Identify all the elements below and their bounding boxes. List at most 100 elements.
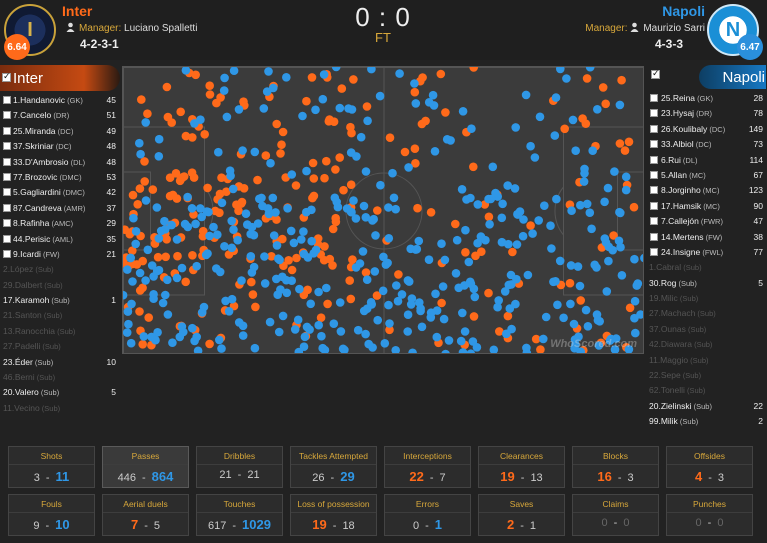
player-checkbox[interactable] [3, 188, 11, 197]
player-name[interactable]: 2.López (Sub) [3, 264, 54, 274]
player-name[interactable]: 24.Insigne (FWL) [661, 247, 723, 257]
player-checkbox[interactable] [3, 249, 11, 258]
player-row[interactable]: 7.Cancelo (DR) 51 [0, 108, 120, 123]
player-checkbox[interactable] [650, 170, 658, 179]
player-name[interactable]: 11.Maggio (Sub) [649, 355, 709, 365]
player-name[interactable]: 5.Gagliardini (DMC) [13, 187, 85, 197]
player-name[interactable]: 42.Diawara (Sub) [649, 339, 712, 349]
player-name[interactable]: 8.Jorginho (MC) [661, 185, 719, 195]
player-name[interactable]: 17.Karamoh (Sub) [3, 295, 70, 305]
player-row[interactable]: 24.Insigne (FWL) 77 [647, 245, 767, 260]
player-checkbox[interactable] [650, 186, 658, 195]
player-name[interactable]: 8.Rafinha (AMC) [13, 218, 73, 228]
stat-tile[interactable]: Punches 0-0 [666, 494, 753, 536]
player-row[interactable]: 19.Milic (Sub) [647, 291, 767, 306]
player-checkbox[interactable] [3, 126, 11, 135]
player-row[interactable]: 14.Mertens (FW) 38 [647, 230, 767, 245]
player-checkbox[interactable] [650, 155, 658, 164]
player-name[interactable]: 62.Tonelli (Sub) [649, 385, 705, 395]
player-row[interactable]: 44.Perisic (AML) 35 [0, 232, 120, 247]
player-name[interactable]: 77.Brozovic (DMC) [13, 172, 82, 182]
player-checkbox[interactable] [650, 109, 658, 118]
player-row[interactable]: 17.Karamoh (Sub) 1 [0, 293, 120, 308]
player-checkbox[interactable] [3, 142, 11, 151]
player-name[interactable]: 19.Milic (Sub) [649, 293, 698, 303]
player-row[interactable]: 8.Jorginho (MC) 123 [647, 183, 767, 198]
player-row[interactable]: 33.Albiol (DC) 73 [647, 137, 767, 152]
napoli-crest-icon[interactable]: N [707, 4, 759, 56]
home-team-name[interactable]: Inter [62, 3, 93, 19]
stat-tile[interactable]: Fouls 9-10 [8, 494, 95, 536]
player-name[interactable]: 87.Candreva (AMR) [13, 203, 85, 213]
player-name[interactable]: 25.Miranda (DC) [13, 126, 73, 136]
stat-tile[interactable]: Offsides 4-3 [666, 446, 753, 488]
player-name[interactable]: 33.Albiol (DC) [661, 139, 712, 149]
player-row[interactable]: 5.Gagliardini (DMC) 42 [0, 185, 120, 200]
player-row[interactable]: 25.Reina (GK) 28 [647, 91, 767, 106]
player-name[interactable]: 22.Sepe (Sub) [649, 370, 701, 380]
away-team-checkbox[interactable] [651, 68, 660, 79]
player-name[interactable]: 27.Machach (Sub) [649, 308, 716, 318]
player-row[interactable]: 6.Rui (DL) 114 [647, 153, 767, 168]
away-team-name[interactable]: Napoli [662, 3, 705, 19]
stat-tile[interactable]: Aerial duels 7-5 [102, 494, 189, 536]
stat-tile[interactable]: Claims 0-0 [572, 494, 659, 536]
player-row[interactable]: 7.Callejón (FWR) 47 [647, 214, 767, 229]
player-name[interactable]: 27.Padelli (Sub) [3, 341, 61, 351]
player-row[interactable]: 27.Machach (Sub) [647, 306, 767, 321]
player-name[interactable]: 44.Perisic (AML) [13, 234, 73, 244]
player-name[interactable]: 25.Reina (GK) [661, 93, 713, 103]
player-checkbox[interactable] [3, 172, 11, 181]
stat-tile[interactable]: Clearances 19-13 [478, 446, 565, 488]
home-team-checkbox[interactable] [2, 71, 11, 82]
player-row[interactable]: 2.López (Sub) [0, 262, 120, 277]
stat-tile[interactable]: Loss of possession 19-18 [290, 494, 377, 536]
player-name[interactable]: 13.Ranocchia (Sub) [3, 326, 75, 336]
player-row[interactable]: 20.Zielinski (Sub) 22 [647, 399, 767, 414]
player-name[interactable]: 17.Hamsik (MC) [661, 201, 720, 211]
player-row[interactable]: 62.Tonelli (Sub) [647, 383, 767, 398]
player-checkbox[interactable] [650, 94, 658, 102]
player-row[interactable]: 46.Berni (Sub) [0, 370, 120, 385]
player-name[interactable]: 33.D'Ambrosio (DL) [13, 157, 85, 167]
player-row[interactable]: 9.Icardi (FW) 21 [0, 247, 120, 262]
player-checkbox[interactable] [3, 157, 11, 166]
player-row[interactable]: 33.D'Ambrosio (DL) 48 [0, 155, 120, 170]
player-row[interactable]: 29.Dalbert (Sub) [0, 278, 120, 293]
player-row[interactable]: 77.Brozovic (DMC) 53 [0, 170, 120, 185]
player-row[interactable]: 1.Cabral (Sub) [647, 260, 767, 275]
player-row[interactable]: 11.Maggio (Sub) [647, 353, 767, 368]
player-row[interactable]: 22.Sepe (Sub) [647, 368, 767, 383]
player-checkbox[interactable] [650, 247, 658, 256]
player-name[interactable]: 7.Cancelo (DR) [13, 110, 69, 120]
player-name[interactable]: 26.Koulibaly (DC) [661, 124, 725, 134]
stat-tile[interactable]: Tackles Attempted 26-29 [290, 446, 377, 488]
player-row[interactable]: 17.Hamsik (MC) 90 [647, 199, 767, 214]
player-row[interactable]: 23.Hysaj (DR) 78 [647, 106, 767, 121]
player-name[interactable]: 20.Zielinski (Sub) [649, 401, 712, 411]
player-name[interactable]: 7.Callejón (FWR) [661, 216, 723, 226]
player-row[interactable]: 99.Milik (Sub) 2 [647, 414, 767, 429]
player-name[interactable]: 14.Mertens (FW) [661, 232, 722, 242]
player-row[interactable]: 23.Éder (Sub) 10 [0, 355, 120, 370]
player-row[interactable]: 1.Handanovic (GK) 45 [0, 93, 120, 108]
player-name[interactable]: 46.Berni (Sub) [3, 372, 55, 382]
stat-tile[interactable]: Passes 446-864 [102, 446, 189, 488]
player-name[interactable]: 11.Vecino (Sub) [3, 403, 60, 413]
player-checkbox[interactable] [3, 96, 11, 104]
player-name[interactable]: 21.Santon (Sub) [3, 310, 62, 320]
away-team-tab[interactable]: Napoli [647, 65, 767, 91]
player-checkbox[interactable] [3, 219, 11, 228]
player-name[interactable]: 99.Milik (Sub) [649, 416, 698, 426]
player-row[interactable]: 30.Rog (Sub) 5 [647, 276, 767, 291]
player-checkbox[interactable] [650, 140, 658, 149]
player-row[interactable]: 25.Miranda (DC) 49 [0, 124, 120, 139]
player-row[interactable]: 37.Ounas (Sub) [647, 322, 767, 337]
player-checkbox[interactable] [650, 217, 658, 226]
player-row[interactable]: 11.Vecino (Sub) [0, 401, 120, 416]
player-row[interactable]: 26.Koulibaly (DC) 149 [647, 122, 767, 137]
player-name[interactable]: 6.Rui (DL) [661, 155, 698, 165]
player-name[interactable]: 5.Allan (MC) [661, 170, 706, 180]
player-name[interactable]: 37.Ounas (Sub) [649, 324, 706, 334]
player-name[interactable]: 1.Handanovic (GK) [13, 95, 83, 105]
